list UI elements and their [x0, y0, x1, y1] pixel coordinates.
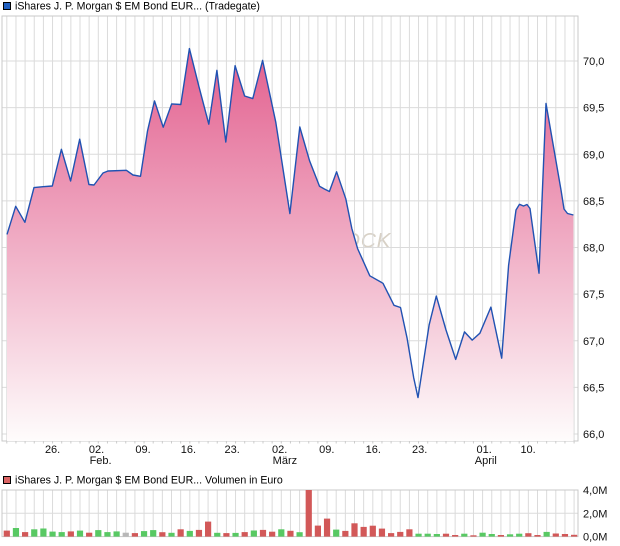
svg-text:23.: 23. — [412, 444, 427, 456]
svg-text:0,0M: 0,0M — [583, 532, 607, 544]
svg-text:16.: 16. — [366, 444, 381, 456]
svg-text:26.: 26. — [45, 444, 60, 456]
svg-text:70,0: 70,0 — [583, 56, 604, 68]
svg-text:66,0: 66,0 — [583, 429, 604, 441]
svg-text:67,5: 67,5 — [583, 289, 604, 301]
svg-text:68,5: 68,5 — [583, 196, 604, 208]
svg-text:16.: 16. — [181, 444, 196, 456]
svg-text:März: März — [273, 455, 297, 467]
svg-text:09.: 09. — [135, 444, 150, 456]
svg-text:2,0M: 2,0M — [583, 508, 607, 520]
svg-text:iShares J. P. Morgan $ EM Bond: iShares J. P. Morgan $ EM Bond EUR... (T… — [15, 1, 260, 13]
svg-text:69,0: 69,0 — [583, 149, 604, 161]
svg-text:02.: 02. — [272, 444, 287, 456]
svg-text:iShares J. P. Morgan $ EM Bond: iShares J. P. Morgan $ EM Bond EUR... Vo… — [15, 475, 283, 487]
svg-text:67,0: 67,0 — [583, 336, 604, 348]
svg-text:02.: 02. — [89, 444, 104, 456]
svg-text:66,5: 66,5 — [583, 382, 604, 394]
svg-text:01.: 01. — [477, 444, 492, 456]
svg-text:10.: 10. — [520, 444, 535, 456]
svg-text:Feb.: Feb. — [90, 455, 112, 467]
svg-text:23.: 23. — [225, 444, 240, 456]
svg-text:April: April — [475, 455, 497, 467]
svg-text:69,5: 69,5 — [583, 103, 604, 115]
svg-text:68,0: 68,0 — [583, 243, 604, 255]
svg-text:09.: 09. — [319, 444, 334, 456]
svg-text:4,0M: 4,0M — [583, 485, 607, 497]
